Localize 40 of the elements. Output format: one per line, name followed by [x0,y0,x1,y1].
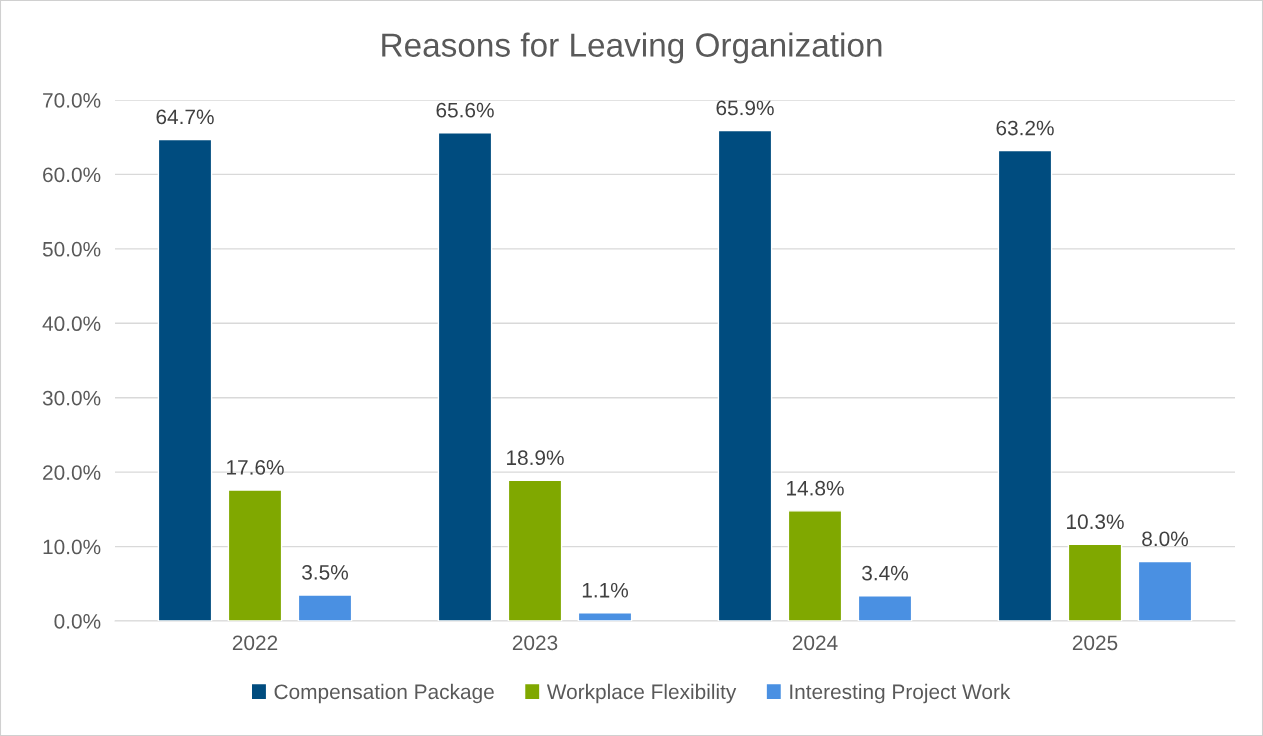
data-label: 3.4% [862,565,908,581]
data-label: 10.3% [1067,514,1124,530]
legend-label: Workplace Flexibility [546,683,737,704]
y-tick-label: 40.0% [42,316,101,332]
data-label: 65.6% [436,102,494,118]
y-tick-label: 50.0% [42,241,101,257]
bar [157,138,213,621]
bar [787,510,843,621]
bar [1067,543,1123,621]
x-tick-label: 2022 [232,635,278,651]
legend-label: Compensation Package [274,683,494,704]
y-tick-label: 70.0% [43,93,101,108]
y-tick-label: 10.0% [43,539,101,555]
bar [297,594,353,621]
bar [227,489,283,621]
x-tick-label: 2023 [512,635,558,651]
bar [1137,560,1193,621]
bar [437,132,493,621]
bar [857,594,913,621]
bar [717,129,773,621]
data-label: 17.6% [227,460,284,475]
x-tick-label: 2024 [792,635,838,651]
data-label: 18.9% [507,450,564,466]
chart-title: Reasons for Leaving Organization [382,32,882,64]
legend-label: Interesting Project Work [790,683,1011,704]
bar [577,612,633,621]
data-label: 63.2% [996,120,1054,136]
x-tick-label: 2025 [1072,635,1118,651]
data-label: 65.9% [716,100,774,116]
data-label: 64.7% [156,109,214,125]
y-tick-label: 60.0% [43,167,101,183]
data-label: 8.0% [1142,531,1188,547]
data-label: 1.1% [582,582,628,598]
bar [507,479,563,621]
y-tick-label: 0.0% [54,614,101,629]
bar [997,149,1053,621]
y-tick-label: 30.0% [42,390,101,406]
y-tick-label: 20.0% [43,465,101,480]
data-label: 3.5% [302,564,348,580]
data-label: 14.8% [787,480,844,496]
